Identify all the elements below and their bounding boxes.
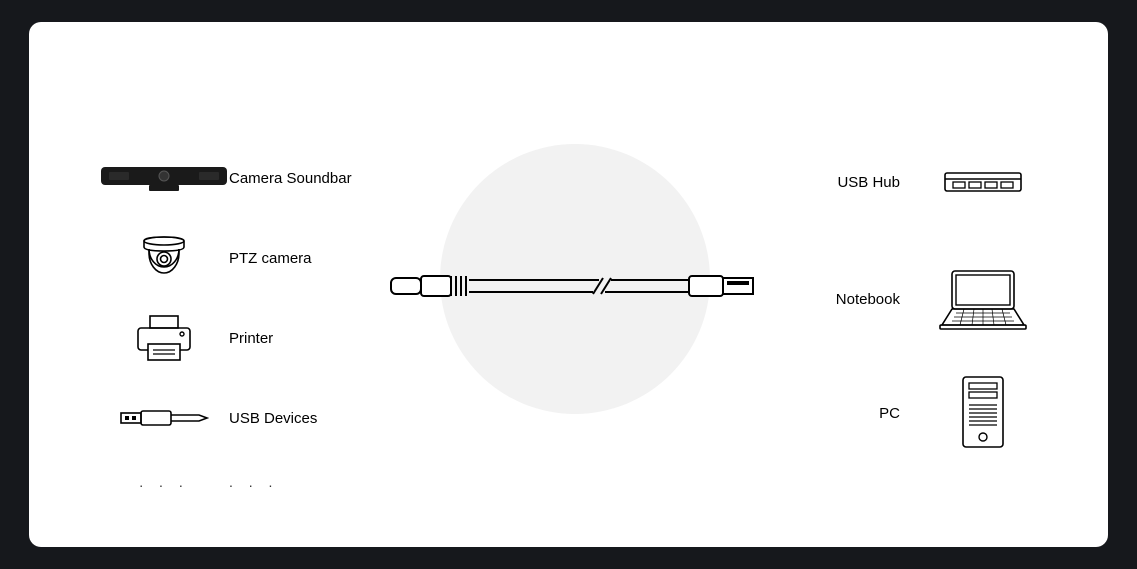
usb-hub-icon [943, 169, 1023, 195]
printer-icon [134, 314, 194, 362]
ellipsis-dots: . . . [99, 474, 229, 490]
device-label: PC [778, 405, 900, 422]
usb-cable-illustration [389, 266, 759, 306]
device-label: Camera Soundbar [229, 170, 352, 187]
device-label: USB Devices [229, 410, 317, 427]
device-row-ptz: PTZ camera [99, 232, 419, 284]
host-devices-column: USB Hub Notebook [778, 162, 1038, 490]
device-row-usb-devices: USB Devices [99, 392, 419, 444]
laptop-icon [938, 267, 1028, 331]
pc-tower-icon [959, 375, 1007, 451]
diagram-card: Camera Soundbar PTZ camera [29, 22, 1108, 547]
ellipsis-dots: . . . [229, 474, 278, 490]
device-row-soundbar: Camera Soundbar [99, 152, 419, 204]
device-label: PTZ camera [229, 250, 312, 267]
ellipsis-row: . . . . . . [99, 472, 419, 492]
device-label: Notebook [778, 291, 900, 308]
usb-plug-icon [119, 408, 209, 428]
device-row-notebook: Notebook [778, 262, 1038, 336]
device-row-usb-hub: USB Hub [778, 162, 1038, 202]
device-label: Printer [229, 330, 273, 347]
soundbar-icon [99, 159, 229, 197]
device-row-printer: Printer [99, 312, 419, 364]
ptz-camera-icon [139, 235, 189, 281]
source-devices-column: Camera Soundbar PTZ camera [99, 152, 419, 492]
device-row-pc: PC [778, 376, 1038, 450]
device-label: USB Hub [778, 174, 900, 191]
